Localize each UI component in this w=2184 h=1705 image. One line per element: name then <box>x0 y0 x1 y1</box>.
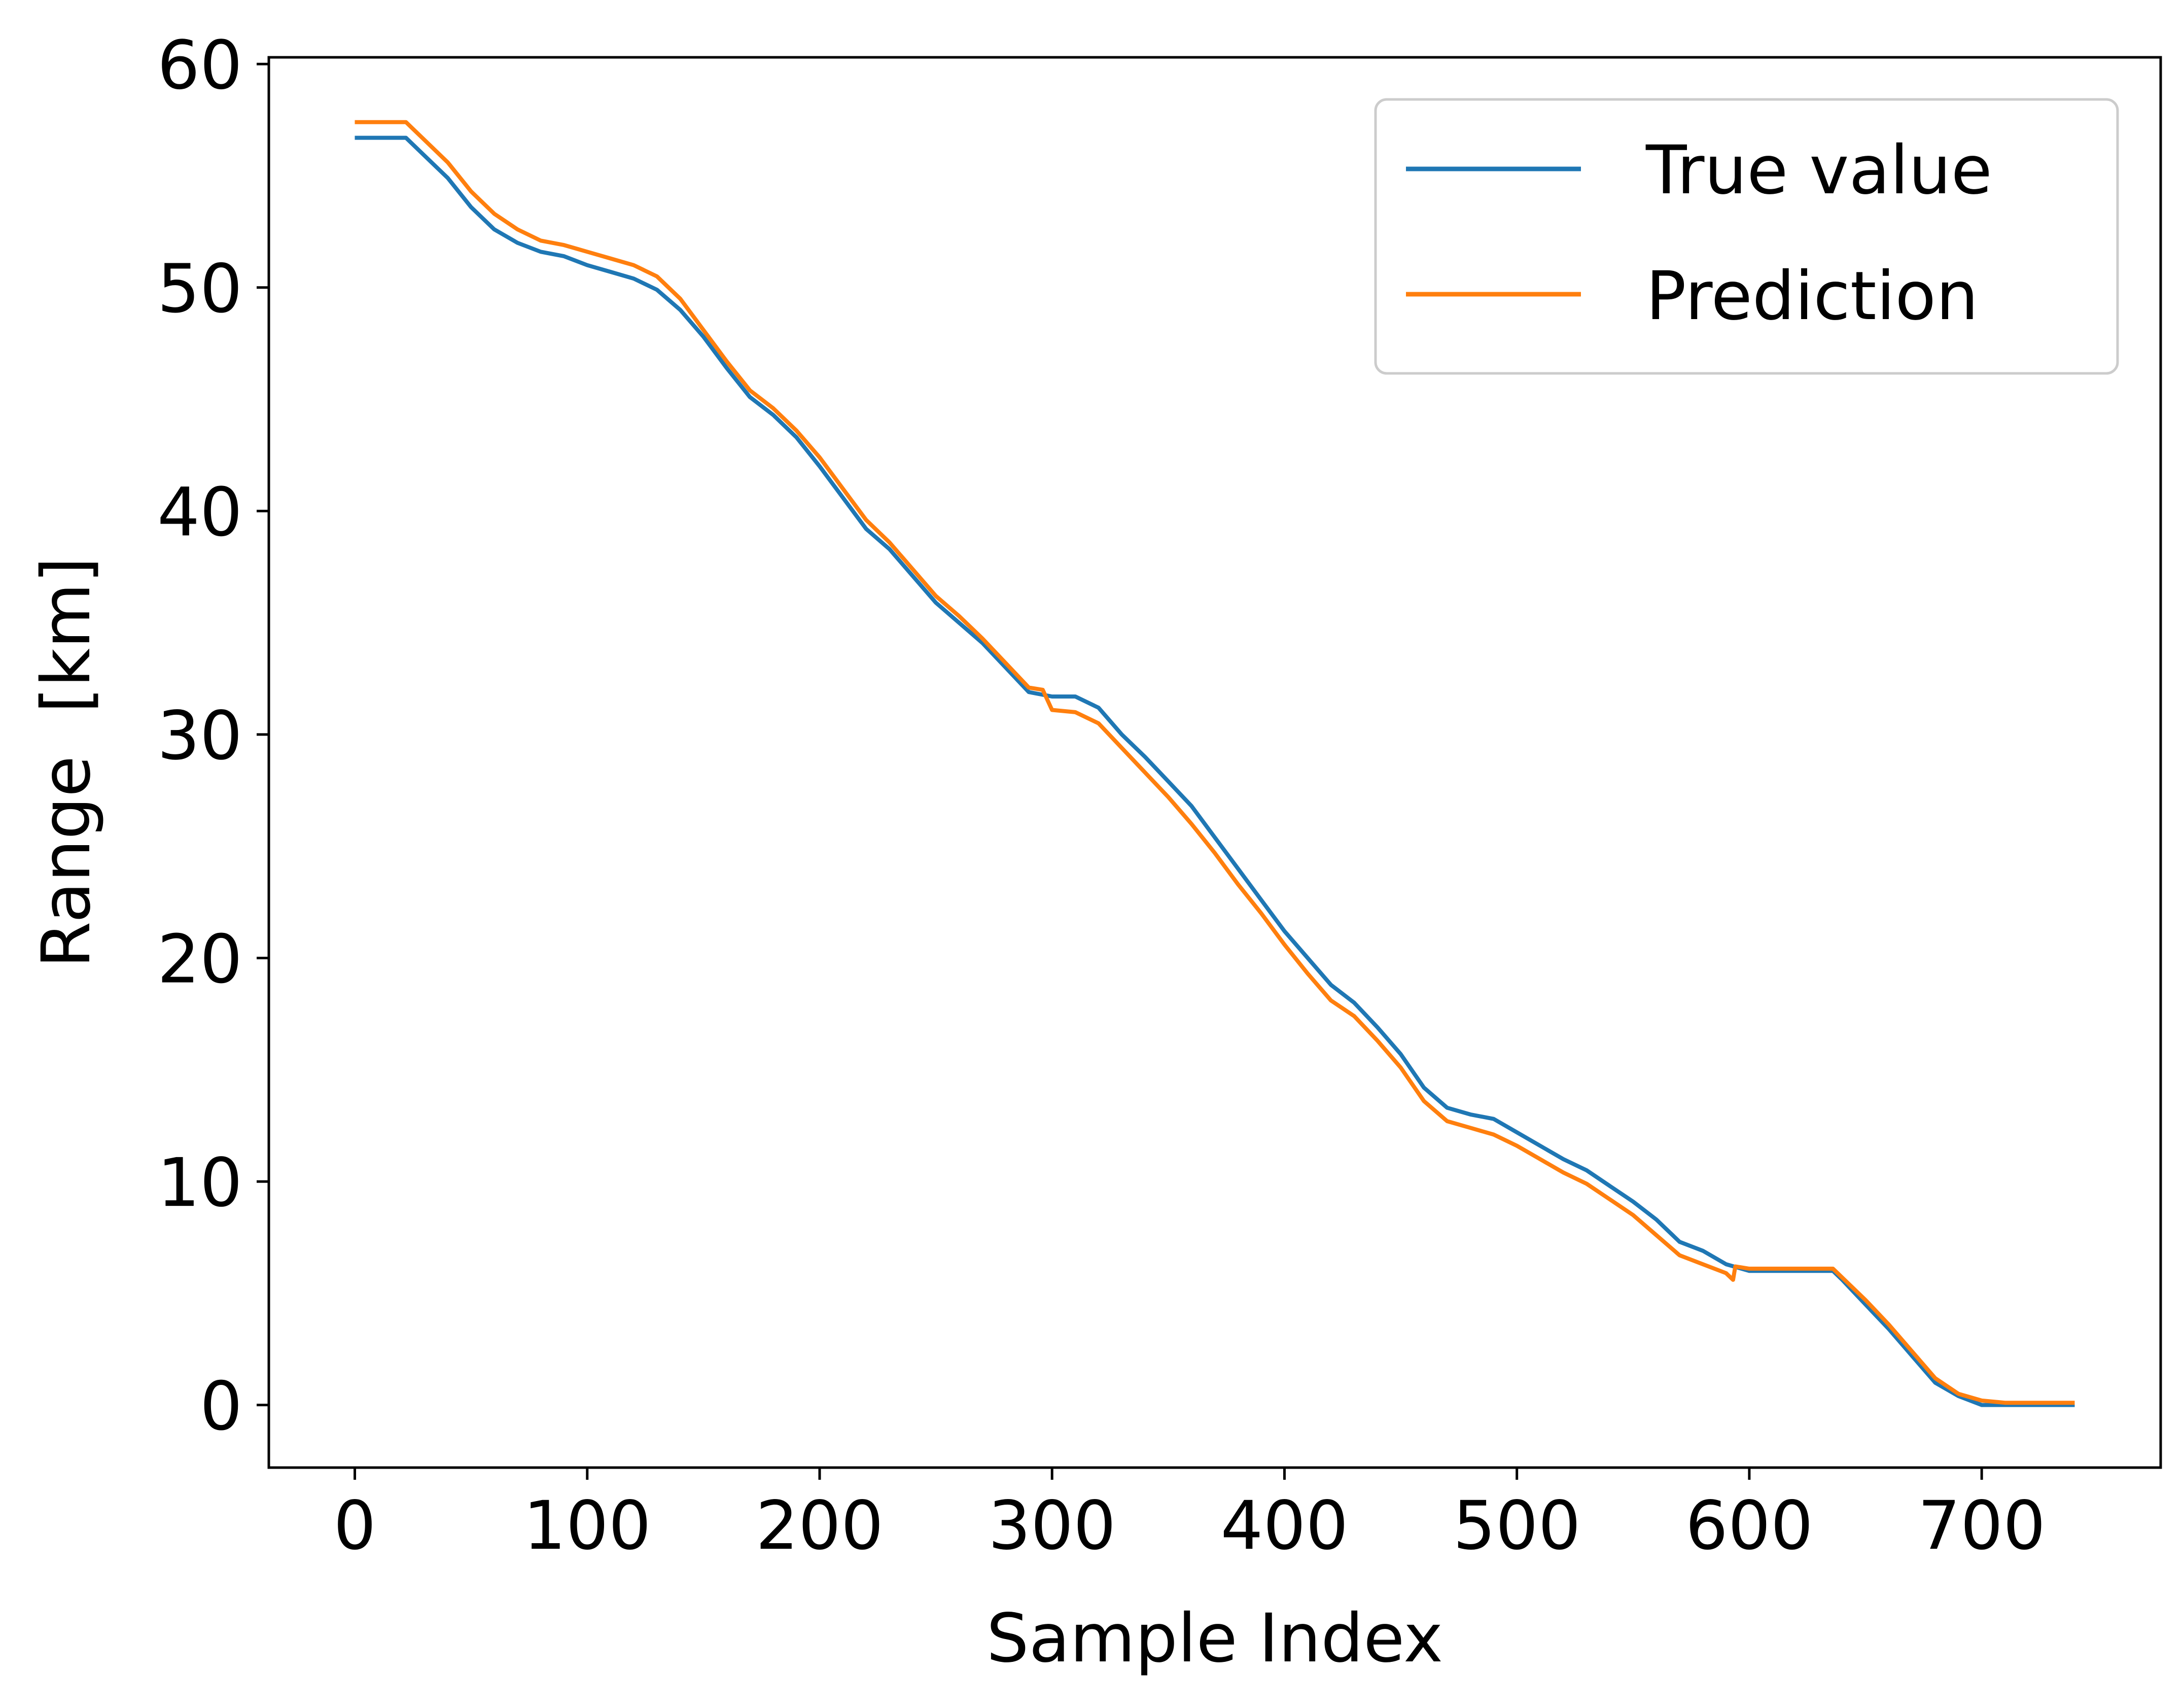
y-tick-label-0: 0 <box>200 1368 242 1446</box>
x-tick-label-500: 500 <box>1453 1487 1581 1565</box>
y-tick-label-60: 60 <box>157 26 242 105</box>
ticks-layer: 0 100 200 300 400 500 600 700 0 10 20 30 40 50 60 <box>157 26 2046 1565</box>
x-tick-label-600: 600 <box>1685 1487 1813 1565</box>
x-tick-label-400: 400 <box>1220 1487 1348 1565</box>
y-tick-label-10: 10 <box>157 1144 242 1222</box>
series-line-true-value <box>355 135 2075 1407</box>
x-tick-label-200: 200 <box>756 1487 884 1565</box>
y-axis-title: Range [km] <box>27 557 105 968</box>
x-axis-title: Sample Index <box>987 1599 1443 1678</box>
y-tick-label-30: 30 <box>157 697 242 775</box>
y-tick-label-40: 40 <box>157 473 242 551</box>
x-tick-label-100: 100 <box>523 1487 651 1565</box>
legend-label-true-value: True value <box>1645 131 1992 210</box>
y-tick-label-20: 20 <box>157 920 242 998</box>
legend: True value Prediction <box>1374 98 2119 375</box>
x-tick-label-300: 300 <box>988 1487 1116 1565</box>
plot-frame <box>267 56 2162 1469</box>
legend-label-prediction: Prediction <box>1646 257 1979 335</box>
x-tick-label-700: 700 <box>1918 1487 2046 1565</box>
x-tick-label-0: 0 <box>334 1487 376 1565</box>
series-layer <box>355 120 2075 1407</box>
y-tick-label-50: 50 <box>157 250 242 328</box>
series-line-prediction <box>355 120 2075 1405</box>
